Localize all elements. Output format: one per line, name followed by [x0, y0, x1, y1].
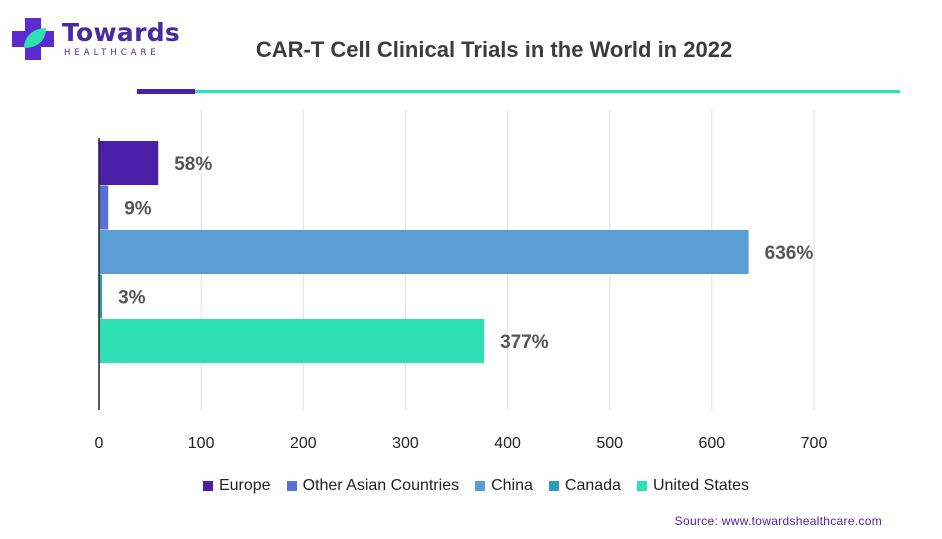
legend-swatch [202, 481, 213, 491]
bar-china [99, 230, 749, 274]
legend-label: Canada [564, 477, 621, 494]
data-label: 3% [118, 288, 146, 309]
bar-other-asian-countries [99, 185, 109, 230]
chart-title: CAR-T Cell Clinical Trials in the World … [255, 37, 733, 62]
x-tick-label: 600 [699, 435, 726, 452]
legend-item: China [475, 477, 533, 495]
source-note: Source: www.towardshealthcare.com [674, 514, 882, 528]
x-tick-label: 400 [494, 435, 521, 452]
bar-chart: 58% 9% 636% 3% 377% 0 100 200 300 400 500 600 700 [95, 110, 828, 452]
title-rule [137, 89, 900, 94]
bar-canada [99, 274, 103, 319]
x-tick-label: 200 [290, 435, 317, 452]
x-tick-label: 0 [95, 435, 104, 452]
logo-cross-icon [12, 18, 54, 60]
logo-subtitle: HEALTHCARE [64, 48, 160, 58]
logo-wordmark: Towards [62, 18, 181, 47]
legend-label: China [491, 477, 533, 494]
data-label: 58% [174, 154, 212, 175]
legend-swatch [286, 481, 297, 491]
x-tick-label: 100 [188, 435, 215, 452]
legend-label: Europe [218, 477, 271, 494]
title-rule-line [195, 90, 900, 93]
x-tick-label: 500 [596, 435, 623, 452]
x-tick-label: 300 [392, 435, 419, 452]
legend-swatch [636, 481, 647, 491]
legend: Europe Other Asian Countries China Canada Un… [0, 477, 942, 495]
x-tick-label: 700 [801, 435, 828, 452]
legend-swatch [475, 481, 486, 491]
legend-swatch [548, 481, 559, 491]
data-label: 377% [500, 332, 549, 353]
legend-item: Other Asian Countries [286, 477, 460, 495]
legend-label: United States [652, 477, 750, 494]
data-label: 636% [765, 243, 814, 264]
legend-item: Europe [202, 477, 271, 495]
bar-united-states [99, 319, 485, 363]
data-label: 9% [124, 199, 152, 220]
data-labels: 58% 9% 636% 3% 377% [118, 154, 813, 353]
logo: Towards HEALTHCARE [10, 14, 180, 64]
bar-europe [99, 141, 159, 185]
legend-label: Other Asian Countries [302, 477, 460, 494]
title-rule-accent [137, 89, 195, 94]
legend-item: United States [636, 477, 750, 495]
bars [99, 141, 749, 363]
legend-item: Canada [548, 477, 621, 495]
x-tick-labels: 0 100 200 300 400 500 600 700 [95, 435, 828, 452]
